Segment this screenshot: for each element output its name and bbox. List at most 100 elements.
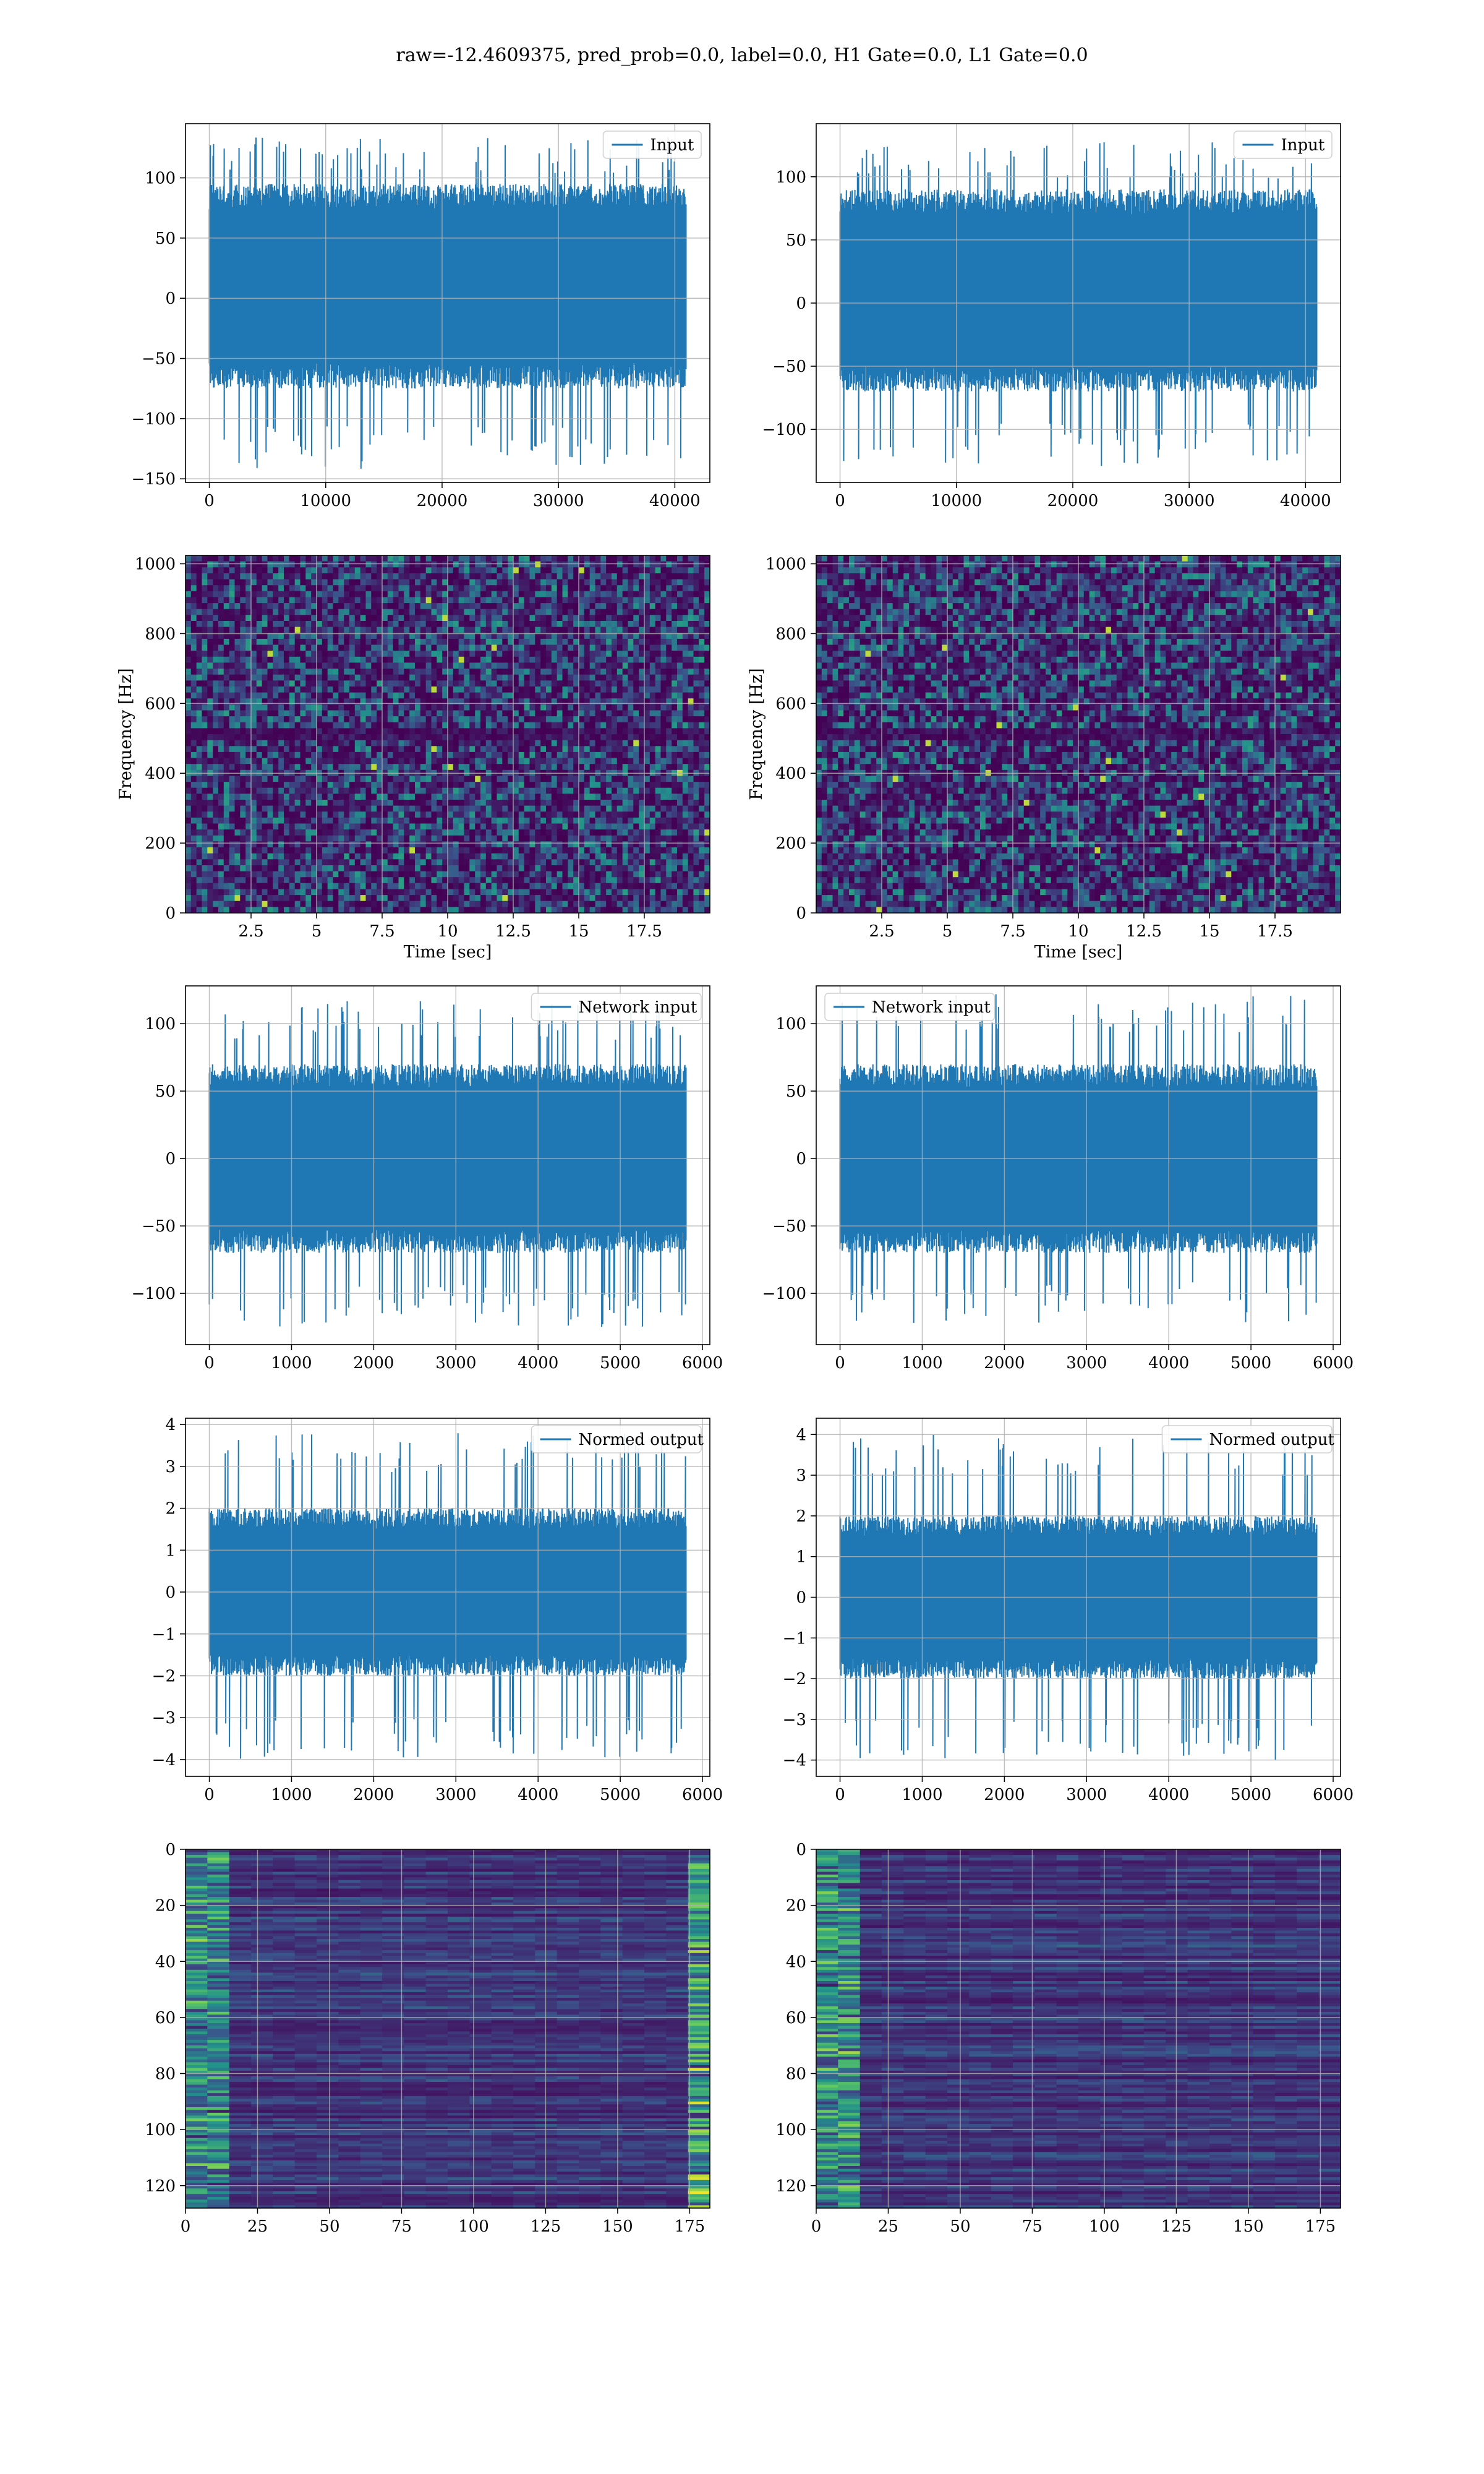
heatmap-cell	[338, 591, 344, 597]
heatmap-cell	[360, 865, 367, 872]
heatmap-cell	[453, 728, 459, 735]
heatmap-cell	[196, 853, 203, 860]
heatmap-cell	[551, 805, 558, 812]
heatmap-cell	[616, 865, 623, 872]
heatmap-cell	[469, 662, 475, 669]
heatmap-cell	[573, 859, 579, 866]
heatmap-cell	[294, 716, 301, 723]
heatmap-cell	[568, 597, 574, 604]
heatmap-cell	[278, 662, 284, 669]
heatmap-cell	[262, 621, 268, 628]
heatmap-cell	[579, 740, 585, 747]
heatmap-cell	[196, 627, 203, 633]
heatmap-cell	[420, 800, 427, 807]
heatmap-cell	[393, 638, 399, 646]
heatmap-cell	[540, 865, 547, 872]
heatmap-cell	[218, 764, 224, 771]
heatmap-cell	[469, 835, 475, 842]
heatmap-cell	[404, 871, 410, 878]
heatmap-cell	[508, 734, 514, 741]
heatmap-cell	[294, 621, 301, 628]
heatmap-cell	[556, 907, 563, 913]
heatmap-cell	[551, 656, 558, 663]
heatmap-cell	[207, 686, 213, 693]
heatmap-cell	[448, 835, 454, 842]
heatmap-cell	[322, 662, 328, 669]
heatmap-cell	[437, 638, 443, 646]
heatmap-cell	[458, 621, 465, 628]
heatmap-cell	[589, 841, 596, 848]
heatmap-cell	[223, 585, 230, 592]
heatmap-cell	[437, 674, 443, 681]
heatmap-cell	[485, 746, 492, 753]
heatmap-cell	[404, 800, 410, 807]
heatmap-cell	[475, 871, 481, 878]
heatmap-cell	[229, 877, 236, 884]
heatmap-cell	[508, 883, 514, 889]
heatmap-cell	[584, 734, 591, 741]
heatmap-cell	[365, 716, 372, 723]
heatmap-cell	[256, 746, 263, 753]
heatmap-cell	[600, 794, 607, 800]
heatmap-cell	[186, 907, 192, 913]
heatmap-cell	[382, 615, 388, 622]
heatmap-cell	[612, 794, 618, 800]
heatmap-cell	[322, 680, 328, 687]
heatmap-cell	[469, 561, 475, 568]
heatmap-cell	[207, 573, 213, 580]
heatmap-cell	[393, 573, 399, 580]
heatmap-cell	[371, 674, 377, 681]
heatmap-cell	[202, 787, 208, 794]
heatmap-cell	[518, 704, 525, 711]
heatmap-cell	[442, 627, 448, 633]
heatmap-cell	[186, 800, 192, 807]
heatmap-cell	[207, 591, 213, 597]
heatmap-cell	[442, 567, 448, 574]
heatmap-cell	[551, 638, 558, 646]
heatmap-cell	[267, 579, 273, 586]
plot-area	[208, 137, 687, 469]
heatmap-cell	[196, 585, 203, 592]
heatmap-cell	[589, 644, 596, 651]
heatmap-cell	[377, 751, 383, 759]
heatmap-cell	[300, 555, 306, 562]
heatmap-cell	[568, 567, 574, 574]
heatmap-cell	[513, 597, 519, 604]
heatmap-cell	[568, 776, 574, 782]
heatmap-cell	[387, 907, 394, 913]
heatmap-cell	[606, 716, 612, 723]
heatmap-cell	[229, 579, 236, 586]
heatmap-cell	[513, 573, 519, 580]
heatmap-cell	[262, 651, 268, 657]
heatmap-cell	[622, 865, 629, 872]
heatmap-cell	[190, 603, 197, 610]
heatmap-cell	[186, 787, 192, 794]
heatmap-cell	[513, 621, 519, 628]
heatmap-cell	[464, 829, 470, 836]
heatmap-cell	[327, 746, 334, 753]
heatmap-cell	[508, 829, 514, 836]
heatmap-cell	[305, 865, 312, 872]
heatmap-cell	[218, 644, 224, 651]
heatmap-cell	[485, 692, 492, 699]
heatmap-cell	[327, 651, 334, 657]
heatmap-cell	[354, 627, 361, 633]
heatmap-cell	[425, 710, 432, 717]
heatmap-cell	[600, 573, 607, 580]
heatmap-cell	[229, 764, 236, 771]
heatmap-cell	[213, 782, 219, 789]
heatmap-cell	[437, 669, 443, 675]
heatmap-cell	[464, 751, 470, 759]
heatmap-cell	[425, 644, 432, 651]
heatmap-cell	[234, 561, 241, 568]
heatmap-cell	[360, 609, 367, 615]
heatmap-cell	[518, 609, 525, 615]
heatmap-cell	[245, 686, 252, 693]
heatmap-cell	[284, 686, 290, 693]
heatmap-cell	[245, 782, 252, 789]
heatmap-cell	[289, 847, 296, 854]
heatmap-cell	[278, 871, 284, 878]
heatmap-cell	[377, 776, 383, 782]
heatmap-cell	[284, 758, 290, 764]
heatmap-cell	[425, 835, 432, 842]
